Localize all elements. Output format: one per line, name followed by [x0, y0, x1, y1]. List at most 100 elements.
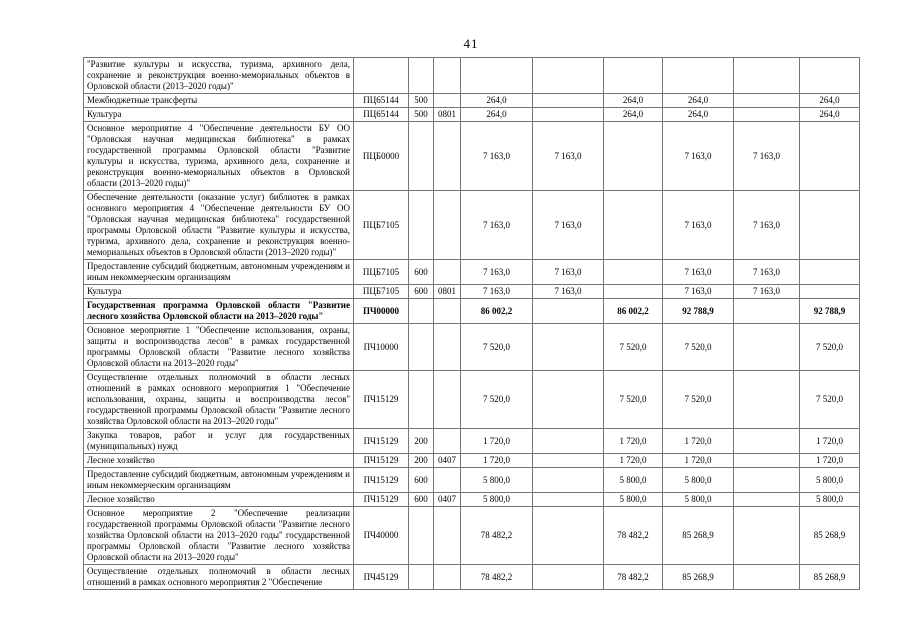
amount-cell: 1 720,0: [460, 428, 533, 454]
amount-cell: [733, 467, 800, 493]
section-code-cell: [433, 93, 461, 108]
amount-cell: 5 800,0: [662, 467, 734, 493]
description-cell: Предоставление субсидий бюджетным, автон…: [83, 467, 354, 493]
amount-cell: [532, 370, 604, 429]
amount-cell: [603, 121, 663, 191]
amount-cell: 264,0: [603, 93, 663, 108]
amount-cell: [799, 57, 860, 94]
expense-type-code-cell: [408, 190, 434, 260]
amount-cell: 264,0: [799, 107, 860, 122]
table-row: Культура ПЦБ7105 600 0801 7 163,0 7 163,0 7 16…: [83, 284, 860, 299]
amount-cell: 5 800,0: [460, 492, 533, 507]
target-article-code-cell: ПЧ15129: [353, 428, 409, 454]
description-cell: Закупка товаров, работ и услуг для госуд…: [83, 428, 354, 454]
description-cell: Лесное хозяйство: [83, 453, 354, 468]
table-row: Культура ПЦ65144 500 0801 264,0 264,0 264,0 264…: [83, 107, 860, 122]
amount-cell: 7 163,0: [532, 190, 604, 260]
table-row: "Развитие культуры и искусства, туризма,…: [83, 57, 860, 94]
amount-cell: 7 163,0: [662, 190, 734, 260]
amount-cell: [733, 453, 800, 468]
amount-cell: 86 002,2: [460, 298, 533, 324]
amount-cell: 7 520,0: [460, 323, 533, 371]
section-code-cell: 0407: [433, 453, 461, 468]
description-cell: Основное мероприятие 4 "Обеспечение деят…: [83, 121, 354, 191]
amount-cell: 92 788,9: [662, 298, 734, 324]
amount-cell: 78 482,2: [603, 564, 663, 590]
amount-cell: 92 788,9: [799, 298, 860, 324]
amount-cell: 7 163,0: [460, 190, 533, 260]
amount-cell: 7 520,0: [603, 370, 663, 429]
target-article-code-cell: ПЦБ7105: [353, 259, 409, 285]
expense-type-code-cell: 600: [408, 467, 434, 493]
amount-cell: 1 720,0: [603, 428, 663, 454]
target-article-code-cell: ПЧ15129: [353, 453, 409, 468]
amount-cell: [603, 284, 663, 299]
section-code-cell: [433, 564, 461, 590]
amount-cell: [733, 93, 800, 108]
amount-cell: 264,0: [799, 93, 860, 108]
target-article-code-cell: ПЦ65144: [353, 107, 409, 122]
section-code-cell: [433, 370, 461, 429]
amount-cell: 7 163,0: [662, 259, 734, 285]
section-code-cell: [433, 323, 461, 371]
amount-cell: 7 163,0: [733, 190, 800, 260]
amount-cell: 264,0: [603, 107, 663, 122]
expense-type-code-cell: [408, 323, 434, 371]
expense-type-code-cell: 200: [408, 428, 434, 454]
expense-type-code-cell: 600: [408, 259, 434, 285]
expense-type-code-cell: [408, 370, 434, 429]
description-cell: Основное мероприятие 2 "Обеспечение реал…: [83, 506, 354, 565]
expense-type-code-cell: 600: [408, 492, 434, 507]
amount-cell: 7 163,0: [460, 121, 533, 191]
description-cell: Осуществление отдельных полномочий в обл…: [83, 370, 354, 429]
amount-cell: [603, 57, 663, 94]
amount-cell: [733, 564, 800, 590]
section-code-cell: [433, 428, 461, 454]
amount-cell: 85 268,9: [799, 564, 860, 590]
table-row: Основное мероприятие 1 "Обеспечение испо…: [83, 323, 860, 371]
amount-cell: 7 163,0: [662, 284, 734, 299]
expense-type-code-cell: [408, 506, 434, 565]
amount-cell: [799, 190, 860, 260]
amount-cell: 1 720,0: [460, 453, 533, 468]
amount-cell: 85 268,9: [662, 506, 734, 565]
section-code-cell: 0801: [433, 284, 461, 299]
amount-cell: 5 800,0: [603, 467, 663, 493]
amount-cell: 78 482,2: [460, 506, 533, 565]
table-row: Основное мероприятие 2 "Обеспечение реал…: [83, 506, 860, 565]
amount-cell: [603, 190, 663, 260]
amount-cell: 85 268,9: [799, 506, 860, 565]
amount-cell: [532, 467, 604, 493]
table-row: Межбюджетные трансферты ПЦ65144 500 264,0 26…: [83, 93, 860, 108]
section-code-cell: [433, 298, 461, 324]
amount-cell: 264,0: [662, 93, 734, 108]
target-article-code-cell: ПЧ00000: [353, 298, 409, 324]
table-row: Предоставление субсидий бюджетным, автон…: [83, 259, 860, 285]
target-article-code-cell: ПЦБ7105: [353, 284, 409, 299]
description-cell: Основное мероприятие 1 "Обеспечение испо…: [83, 323, 354, 371]
expense-type-code-cell: 500: [408, 93, 434, 108]
amount-cell: 7 163,0: [532, 259, 604, 285]
section-code-cell: [433, 190, 461, 260]
description-cell: Культура: [83, 284, 354, 299]
table-row: Государственная программа Орловской обла…: [83, 298, 860, 324]
amount-cell: 86 002,2: [603, 298, 663, 324]
amount-cell: [460, 57, 533, 94]
target-article-code-cell: ПЦБ7105: [353, 190, 409, 260]
amount-cell: [532, 506, 604, 565]
table-row: Осуществление отдельных полномочий в обл…: [83, 370, 860, 429]
amount-cell: [603, 259, 663, 285]
target-article-code-cell: [353, 57, 409, 94]
table-row: Осуществление отдельных полномочий в обл…: [83, 564, 860, 590]
amount-cell: 7 163,0: [532, 284, 604, 299]
amount-cell: 7 163,0: [733, 259, 800, 285]
expense-type-code-cell: [408, 121, 434, 191]
amount-cell: 264,0: [460, 93, 533, 108]
section-code-cell: [433, 467, 461, 493]
amount-cell: [532, 93, 604, 108]
amount-cell: [733, 428, 800, 454]
section-code-cell: [433, 121, 461, 191]
expense-type-code-cell: 600: [408, 284, 434, 299]
table-row: Закупка товаров, работ и услуг для госуд…: [83, 428, 860, 454]
